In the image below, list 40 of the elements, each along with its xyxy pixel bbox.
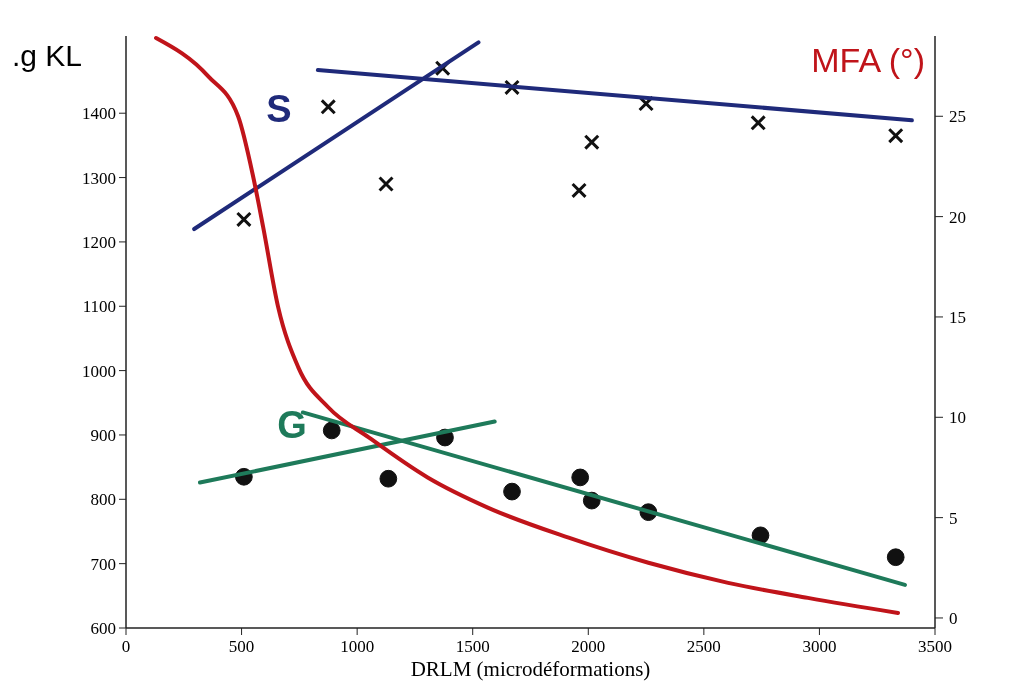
point xyxy=(320,98,337,115)
y-tick-label: 700 xyxy=(90,554,116,574)
y-tick-label: 600 xyxy=(90,619,116,638)
point xyxy=(379,469,398,488)
series-label: G xyxy=(277,404,307,447)
x-tick-label: 500 xyxy=(228,637,255,656)
series-label: S xyxy=(266,87,292,130)
y-axis-title: .g KL xyxy=(12,39,83,72)
y2-tick-label: 20 xyxy=(949,207,966,227)
x-tick-label: 3500 xyxy=(918,637,952,656)
y2-axis-title: MFA (°) xyxy=(811,41,925,79)
y2-tick-label: 25 xyxy=(949,107,966,127)
y-tick-label: 900 xyxy=(90,425,116,445)
y-tick-label: 1000 xyxy=(82,361,116,381)
y-tick-label: 1100 xyxy=(82,297,116,317)
point xyxy=(322,421,341,440)
y-tick-label: 1400 xyxy=(82,104,116,124)
point xyxy=(583,134,600,151)
point xyxy=(750,114,767,131)
y2-tick-label: 10 xyxy=(949,408,966,428)
point xyxy=(886,548,905,567)
point xyxy=(235,211,252,228)
point xyxy=(378,176,394,192)
y-tick-label: 800 xyxy=(90,490,116,510)
point xyxy=(571,468,590,487)
x-tick-label: 3000 xyxy=(802,637,837,656)
x-tick-label: 0 xyxy=(121,637,131,656)
x-tick-label: 1000 xyxy=(340,637,375,656)
point xyxy=(503,482,521,501)
y2-tick-label: 5 xyxy=(949,508,958,528)
y2-tick-label: 15 xyxy=(949,307,966,327)
x-tick-label: 2000 xyxy=(571,637,606,656)
y-tick-label: 1300 xyxy=(82,168,116,188)
point xyxy=(887,127,904,144)
x-tick-label: 2500 xyxy=(686,637,721,656)
y-tick-label: 1200 xyxy=(82,232,116,252)
y2-tick-label: 0 xyxy=(949,608,958,628)
x-tick-label: 1500 xyxy=(455,637,490,656)
x-axis-title: DRLM (microdéformations) xyxy=(410,657,651,681)
point xyxy=(571,182,587,199)
